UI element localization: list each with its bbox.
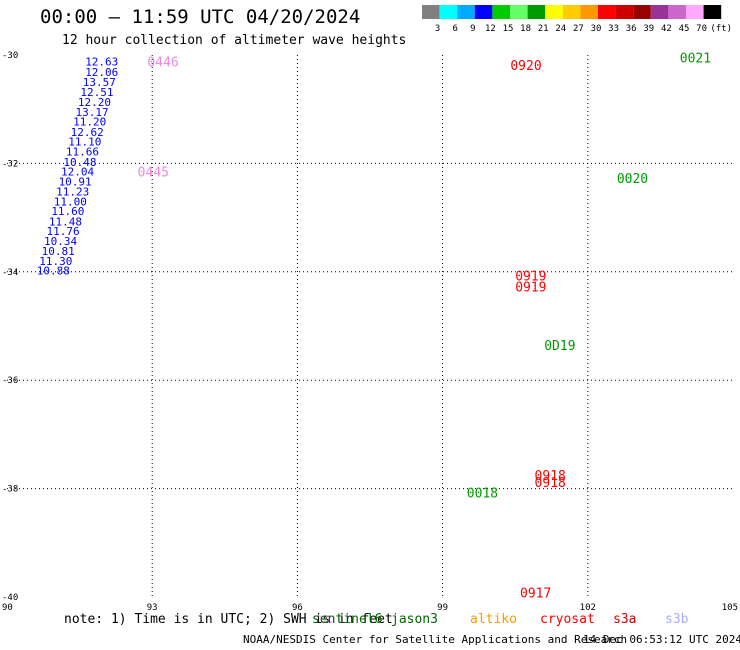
pass-time-label: 0445 [138,166,169,181]
pass-time-label: 0021 [680,52,711,67]
mission-s3a: s3a [613,612,637,627]
mission-sentinel6: sentinel6 [312,612,383,627]
x-tick-label: 105 [722,603,738,613]
wave-height-value: 10.48 [63,156,96,169]
pass-time-label: 0918 [535,476,566,491]
wave-height-value: 11.10 [68,136,101,149]
wave-height-value: 11.00 [54,195,87,208]
x-tick-label: 102 [580,603,596,613]
mission-s3b: s3b [665,612,689,627]
chart-subtitle: 12 hour collection of altimeter wave hei… [62,33,407,48]
scale-swatch [615,5,634,19]
scale-label: 45 [679,24,690,34]
wave-height-value: 10.81 [42,245,75,258]
wave-height-value: 10.91 [59,175,92,188]
wave-height-points: 12.6312.0613.5712.5112.2013.1711.2012.62… [37,56,119,278]
scale-swatch [457,5,475,19]
scale-label: 21 [538,24,549,34]
pass-time-label: 0918 [535,469,566,484]
wave-height-value: 11.48 [49,215,82,228]
scale-label: 15 [503,24,514,34]
wave-height-value: 12.06 [85,66,118,79]
y-tick-label: -38 [2,485,18,495]
x-tick-label: 90 [2,603,13,613]
scale-swatch [510,5,528,19]
scale-label: 39 [643,24,654,34]
scale-label: 3 [435,24,440,34]
scale-label: 30 [591,24,602,34]
scale-label: 42 [661,24,672,34]
scale-label: 9 [470,24,475,34]
chart-title: 00:00 – 11:59 UTC 04/20/2024 [40,6,361,28]
pass-time-label: 0018 [467,486,498,501]
x-tick-label: 96 [292,603,303,613]
scale-label: (ft) [710,24,732,34]
footer-timestamp: 14 Dec 06:53:12 UTC 2024 [583,633,740,646]
wave-height-value: 11.76 [46,225,79,238]
scale-label: 27 [573,24,584,34]
pass-time-label: 0917 [520,587,551,602]
scale-swatch [580,5,598,19]
wave-height-value: 11.20 [73,116,106,129]
scale-swatch [650,5,669,19]
scale-label: 18 [520,24,531,34]
footer-note: note: 1) Time is in UTC; 2) SWH is in fe… [64,612,393,627]
wave-height-value: 12.04 [61,166,94,179]
scale-label: 6 [452,24,457,34]
scale-swatch [545,5,563,19]
wave-height-value: 10.34 [44,235,77,248]
pass-time-label: 0920 [510,59,541,74]
scale-swatch [474,5,493,19]
y-tick-label: -40 [2,593,18,603]
wave-height-value: 11.66 [66,145,99,158]
wave-height-value: 11.60 [51,205,84,218]
y-tick-label: -36 [2,376,18,386]
wave-height-value: 12.63 [85,56,118,69]
mission-jason3: jason3 [391,612,438,627]
scale-swatch [562,5,581,19]
scale-swatch [686,5,704,19]
color-scale-legend: 3 6 9 12 15 18 21 24 27 30 33 36 39 42 45 70 (ft) [422,5,732,34]
scale-label: 33 [608,24,619,34]
scale-label: 12 [485,24,496,34]
wave-height-value: 11.30 [39,255,72,268]
mission-swot: swot [312,612,344,627]
scale-swatch [492,5,510,19]
scale-swatch [668,5,686,19]
scale-label: 70 [696,24,707,34]
x-tick-label: 99 [437,603,448,613]
x-tick-label: 93 [147,603,158,613]
pass-time-label: 0020 [617,172,648,187]
pass-time-label: 0919 [515,270,546,285]
wave-height-value: 13.17 [76,106,109,119]
wave-height-value: 12.51 [80,86,113,99]
pass-time-label: 0D19 [544,339,575,354]
scale-label: 36 [626,24,637,34]
mission-altiko: altiko [470,612,517,627]
scale-swatch [703,5,722,19]
pass-time-label: 0446 [147,56,178,71]
y-tick-label: -32 [2,159,18,169]
mission-cryosat: cryosat [540,612,595,627]
pass-time-label: 0919 [515,280,546,295]
axis-ticks: 90 93 96 99 102 105 -30 -32 -34 -36 -38 -40 [2,51,738,613]
scale-swatch [598,5,616,19]
wave-height-value: 13.57 [83,76,116,89]
scale-swatch [633,5,651,19]
wave-height-value: 11.23 [56,186,89,199]
scale-swatch [422,5,440,19]
footer-credit: NOAA/NESDIS Center for Satellite Applica… [243,633,628,646]
y-tick-label: -30 [2,51,18,61]
scale-label: 24 [555,24,566,34]
wave-height-value: 12.62 [71,126,104,139]
wave-height-value: 12.20 [78,96,111,109]
wave-height-value: 10.88 [37,265,70,278]
scale-swatch [527,5,546,19]
chart-grid [7,55,733,597]
y-tick-label: -34 [2,268,18,278]
scale-swatch [439,5,458,19]
